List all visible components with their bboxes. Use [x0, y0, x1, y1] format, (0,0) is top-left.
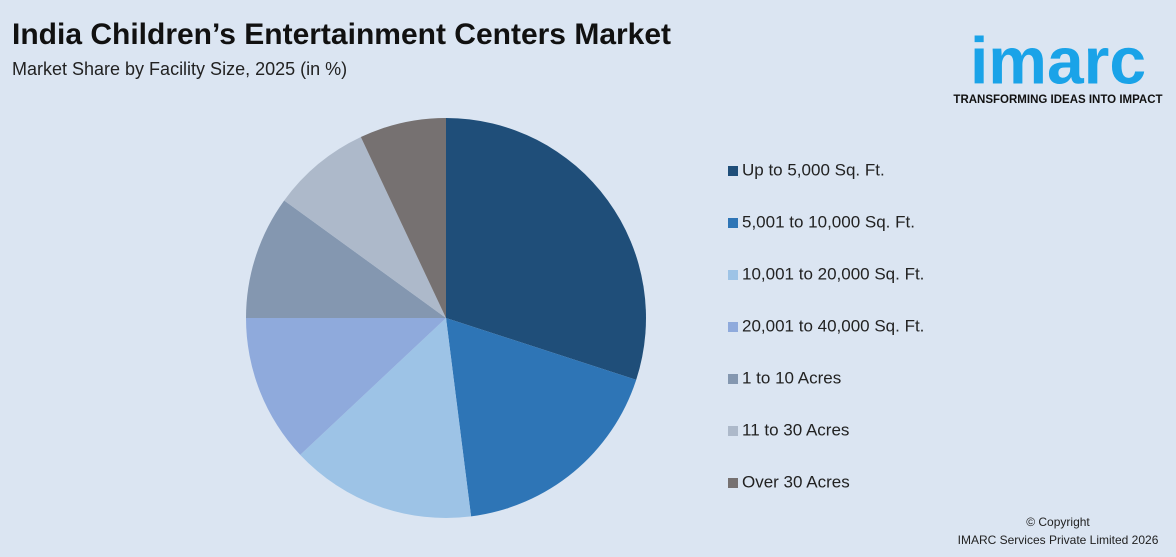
legend-label: 11 to 30 Acres	[742, 420, 849, 439]
logo: imarc	[970, 23, 1146, 97]
legend-label: 5,001 to 10,000 Sq. Ft.	[742, 212, 915, 231]
pie-slice	[446, 318, 637, 517]
legend-swatch	[728, 426, 738, 436]
pie-slice	[246, 318, 446, 455]
pie-slice	[446, 118, 646, 380]
pie-slice	[246, 200, 446, 318]
pie-slice	[300, 318, 472, 518]
legend-swatch	[728, 166, 738, 176]
legend-swatch	[728, 270, 738, 280]
copyright: IMARC Services Private Limited 2026	[958, 533, 1159, 547]
legend-label: 20,001 to 40,000 Sq. Ft.	[742, 316, 924, 335]
legend-label: 1 to 10 Acres	[742, 368, 841, 387]
legend-swatch	[728, 218, 738, 228]
legend-label: 10,001 to 20,000 Sq. Ft.	[742, 264, 924, 283]
legend-label: Over 30 Acres	[742, 472, 850, 491]
legend-swatch	[728, 322, 738, 332]
chart-title: India Children’s Entertainment Centers M…	[12, 18, 671, 51]
pie-slice	[284, 137, 446, 318]
logo-tagline: TRANSFORMING IDEAS INTO IMPACT	[953, 94, 1162, 106]
pie-slice	[360, 118, 446, 318]
copyright: © Copyright	[1026, 515, 1090, 529]
legend-swatch	[728, 478, 738, 488]
chart-subtitle: Market Share by Facility Size, 2025 (in …	[12, 59, 347, 79]
legend-swatch	[728, 374, 738, 384]
legend-label: Up to 5,000 Sq. Ft.	[742, 160, 885, 179]
